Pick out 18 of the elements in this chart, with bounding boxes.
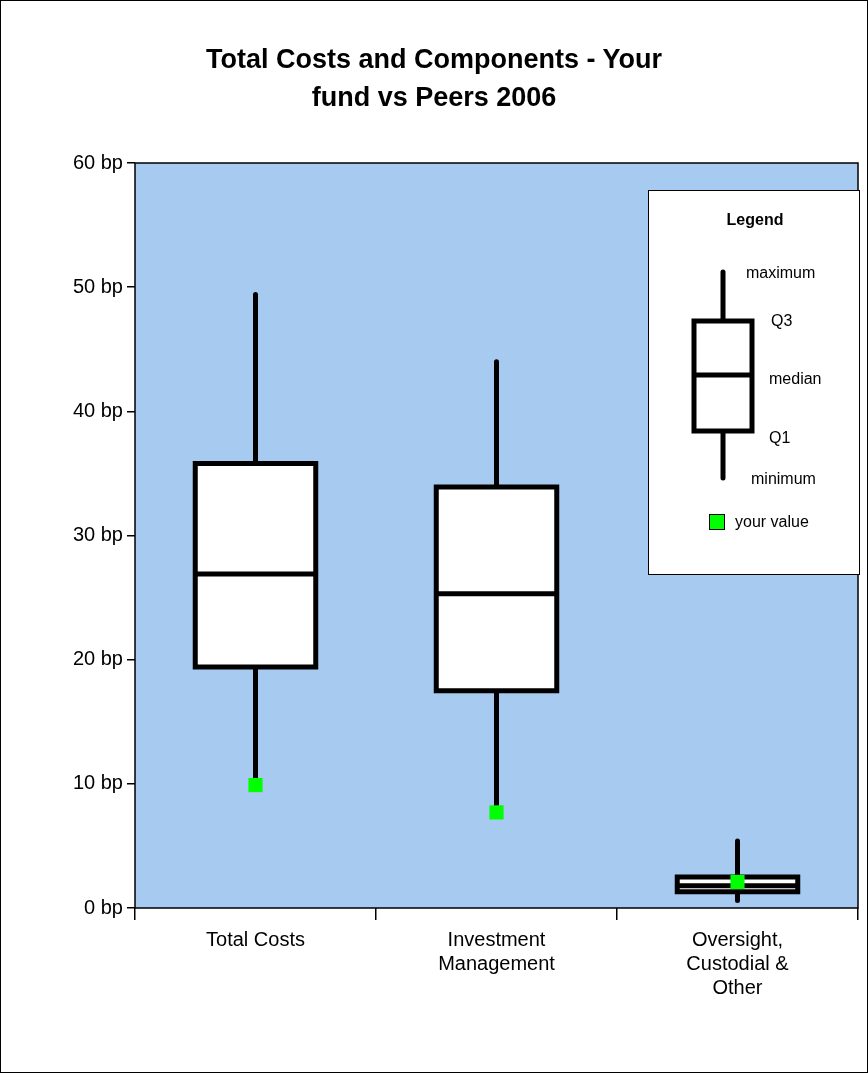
- x-tick-label: Investment Management: [438, 927, 556, 974]
- x-tick-label: Total Costs: [206, 927, 305, 950]
- y-tick-label: 60 bp: [72, 150, 123, 173]
- legend-label: your value: [735, 513, 809, 531]
- y-tick-label: 20 bp: [72, 647, 123, 670]
- annotation: minimum: [751, 470, 816, 488]
- annotation: Q1: [769, 429, 791, 447]
- legend-title: Legend: [725, 211, 785, 229]
- y-tick-label: 50 bp: [72, 274, 123, 297]
- x-tick-label: Oversight, Custodial & Other: [686, 927, 790, 998]
- annotation: Q3: [771, 312, 793, 330]
- annotation: maximum: [746, 264, 816, 282]
- y-tick-label: 10 bp: [72, 771, 123, 794]
- y-tick-label: 40 bp: [72, 398, 123, 421]
- y-tick-label: 30 bp: [72, 523, 123, 546]
- y-tick-label: 0 bp: [84, 895, 123, 918]
- annotation: median: [769, 370, 822, 388]
- chart-title: Total Costs and Components - Your fund vs Peers 2006: [205, 43, 663, 114]
